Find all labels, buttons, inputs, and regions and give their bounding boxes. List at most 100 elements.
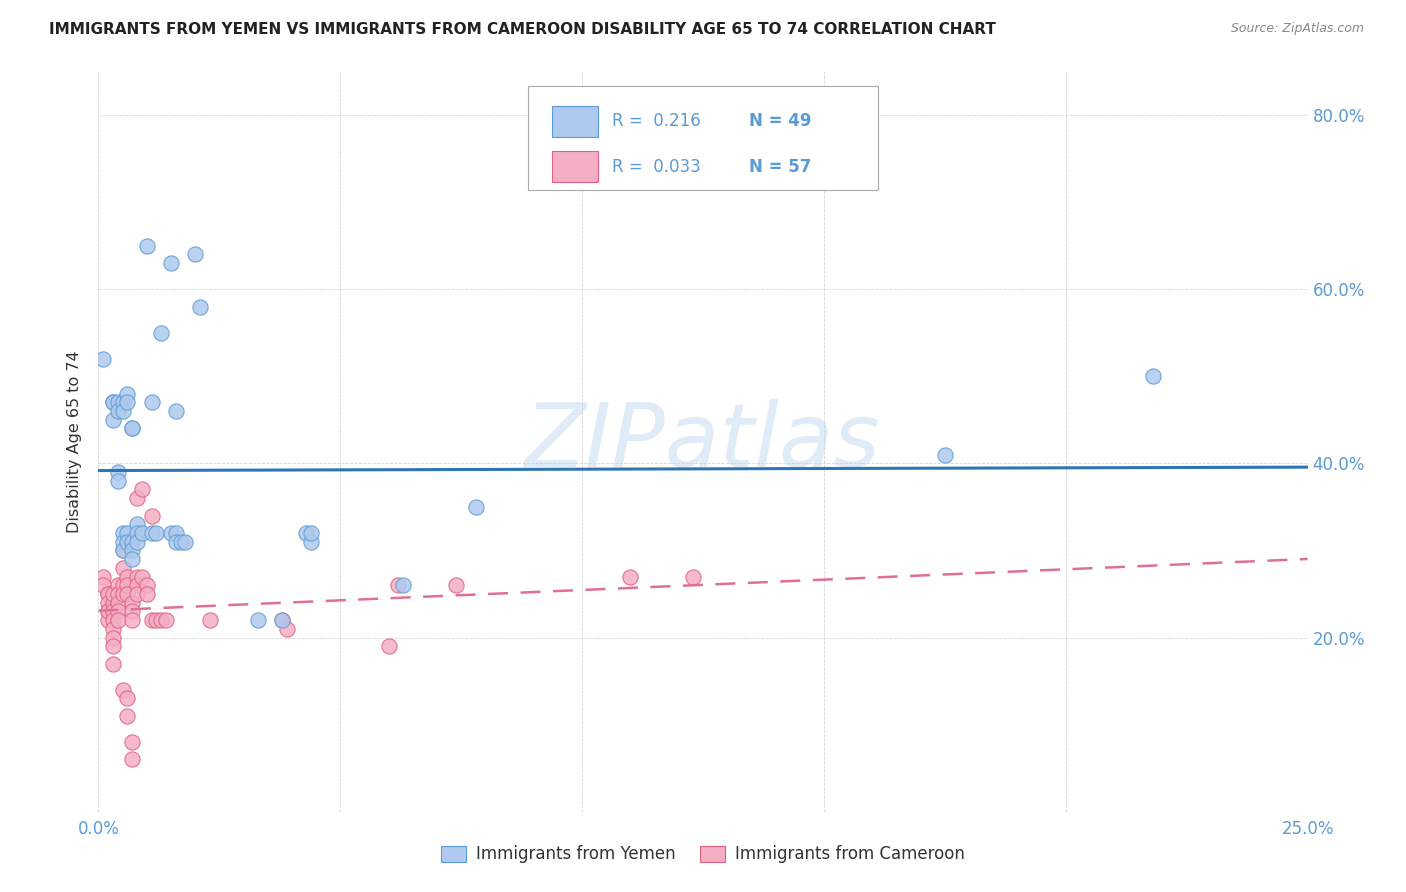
Point	[111, 543, 134, 558]
Point	[91, 351, 114, 366]
Point	[101, 631, 124, 645]
Point	[188, 300, 211, 314]
Point	[111, 395, 134, 409]
Point	[101, 622, 124, 636]
Point	[101, 596, 124, 610]
Point	[145, 613, 167, 627]
Point	[117, 386, 139, 401]
Point	[392, 578, 415, 592]
Point	[127, 534, 149, 549]
Point	[141, 508, 163, 523]
Point	[271, 613, 294, 627]
Point	[121, 534, 143, 549]
Point	[127, 491, 149, 505]
Point	[127, 587, 149, 601]
Point	[377, 639, 399, 653]
Point	[299, 526, 322, 541]
Point	[299, 534, 322, 549]
Point	[184, 247, 207, 261]
Point	[121, 752, 143, 766]
Point	[198, 613, 221, 627]
Point	[121, 604, 143, 618]
Point	[174, 534, 197, 549]
Point	[107, 613, 129, 627]
Point	[107, 604, 129, 618]
Point	[107, 578, 129, 592]
Point	[101, 413, 124, 427]
Point	[121, 596, 143, 610]
Point	[117, 569, 139, 583]
Point	[101, 604, 124, 618]
Point	[111, 404, 134, 418]
Point	[131, 483, 153, 497]
Point	[97, 587, 120, 601]
Point	[97, 604, 120, 618]
Point	[165, 404, 187, 418]
Point	[150, 326, 173, 340]
Point	[111, 526, 134, 541]
Point	[107, 587, 129, 601]
Point	[107, 465, 129, 479]
Point	[165, 534, 187, 549]
Point	[141, 526, 163, 541]
Point	[117, 709, 139, 723]
Text: IMMIGRANTS FROM YEMEN VS IMMIGRANTS FROM CAMEROON DISABILITY AGE 65 TO 74 CORREL: IMMIGRANTS FROM YEMEN VS IMMIGRANTS FROM…	[49, 22, 995, 37]
Point	[682, 569, 704, 583]
Point	[271, 613, 294, 627]
Point	[169, 534, 191, 549]
Point	[97, 613, 120, 627]
Bar	[551, 152, 598, 183]
Point	[160, 256, 183, 270]
Text: Source: ZipAtlas.com: Source: ZipAtlas.com	[1230, 22, 1364, 36]
Point	[127, 569, 149, 583]
Point	[111, 578, 134, 592]
Point	[91, 578, 114, 592]
Point	[121, 421, 143, 435]
Point	[91, 569, 114, 583]
Point	[101, 657, 124, 671]
Text: R =  0.033: R = 0.033	[613, 158, 702, 176]
Point	[117, 691, 139, 706]
Point	[111, 534, 134, 549]
Point	[387, 578, 409, 592]
Point	[111, 587, 134, 601]
Point	[135, 578, 157, 592]
Point	[127, 517, 149, 532]
Point	[121, 735, 143, 749]
Point	[934, 448, 956, 462]
Point	[121, 552, 143, 566]
Point	[131, 526, 153, 541]
Point	[131, 569, 153, 583]
Point	[121, 421, 143, 435]
Point	[111, 561, 134, 575]
Point	[111, 682, 134, 697]
Point	[117, 578, 139, 592]
Point	[446, 578, 468, 592]
Point	[141, 395, 163, 409]
Legend: Immigrants from Yemen, Immigrants from Cameroon: Immigrants from Yemen, Immigrants from C…	[434, 838, 972, 870]
Point	[121, 613, 143, 627]
Point	[247, 613, 270, 627]
Point	[101, 639, 124, 653]
Bar	[551, 105, 598, 136]
FancyBboxPatch shape	[527, 87, 879, 190]
Point	[276, 622, 298, 636]
Point	[97, 587, 120, 601]
Point	[135, 238, 157, 252]
Point	[145, 526, 167, 541]
Point	[117, 587, 139, 601]
Point	[155, 613, 177, 627]
Point	[101, 395, 124, 409]
Point	[97, 604, 120, 618]
Point	[107, 596, 129, 610]
Point	[107, 395, 129, 409]
Point	[619, 569, 641, 583]
Point	[107, 474, 129, 488]
Text: ZIPatlas: ZIPatlas	[526, 399, 880, 484]
Point	[107, 404, 129, 418]
Point	[150, 613, 173, 627]
Y-axis label: Disability Age 65 to 74: Disability Age 65 to 74	[67, 351, 83, 533]
Point	[121, 543, 143, 558]
Point	[160, 526, 183, 541]
Point	[117, 526, 139, 541]
